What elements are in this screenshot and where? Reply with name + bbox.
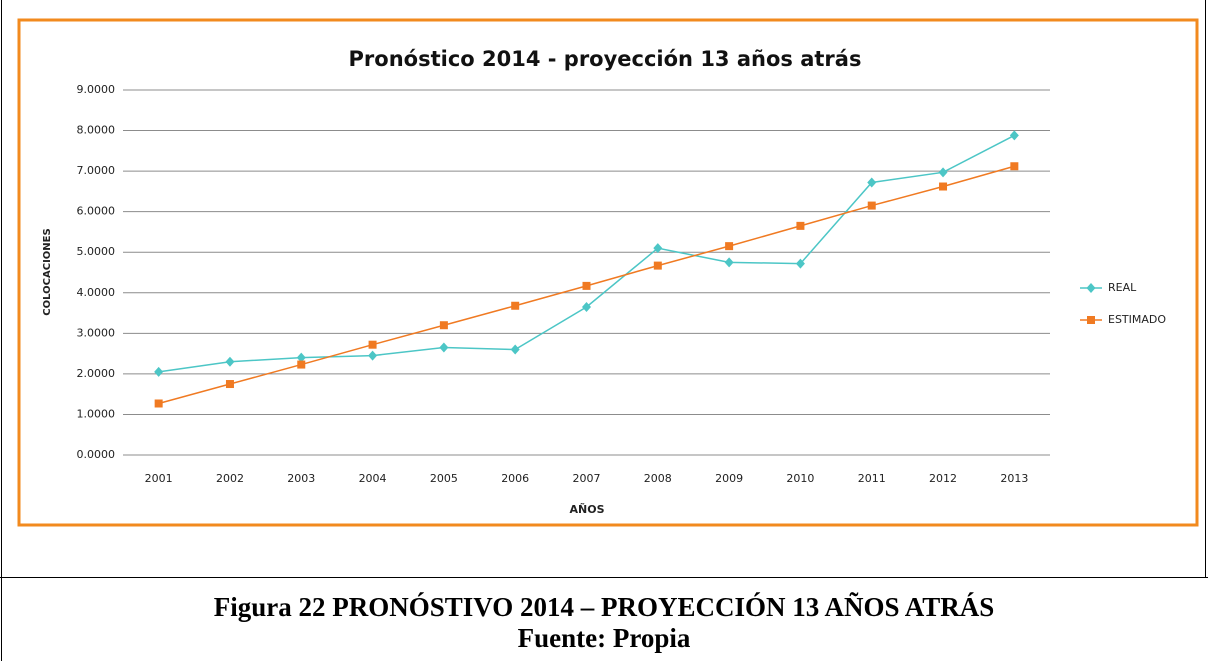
y-axis-label: COLOCACIONES [42,228,53,315]
x-axis-label: AÑOS [570,503,605,516]
point [653,243,663,254]
point [724,257,734,268]
x-tick-label: 2006 [501,472,529,485]
x-tick-label: 2012 [929,472,957,485]
legend-label: REAL [1108,281,1137,294]
x-tick-label: 2010 [786,472,814,485]
x-tick-label: 2001 [145,472,173,485]
legend-marker [1087,316,1095,324]
y-tick-label: 3.0000 [77,326,116,339]
x-tick-label: 2004 [359,472,387,485]
y-tick-label: 4.0000 [77,286,116,299]
x-tick-label: 2007 [573,472,601,485]
x-tick-label: 2005 [430,472,458,485]
y-tick-label: 5.0000 [77,245,116,258]
point [297,360,306,369]
figure-source: Fuente: Propia [518,623,691,653]
chart-border [17,18,1199,527]
point [867,177,877,188]
point [938,167,948,178]
point [154,399,163,408]
y-tick-label: 1.0000 [77,407,116,420]
point [867,201,876,210]
x-tick-label: 2009 [715,472,743,485]
point [795,258,805,269]
point [939,182,948,191]
point [582,281,591,290]
y-tick-label: 8.0000 [77,124,116,137]
y-tick-label: 6.0000 [77,205,116,218]
x-tick-label: 2011 [858,472,886,485]
legend-marker [1086,283,1096,293]
y-tick-label: 7.0000 [77,164,116,177]
x-tick-label: 2003 [287,472,315,485]
point [439,342,449,353]
legend-label: ESTIMADO [1108,313,1166,326]
y-tick-label: 9.0000 [77,83,116,96]
x-tick-label: 2008 [644,472,672,485]
chart-title: Pronóstico 2014 - proyección 13 años atr… [349,47,862,71]
point [368,350,378,361]
point [796,221,805,230]
point [368,340,377,349]
point [1009,130,1019,141]
point [439,321,448,330]
point [653,261,662,270]
y-tick-label: 0.0000 [77,448,116,461]
x-tick-label: 2013 [1000,472,1028,485]
point [511,301,520,310]
point [225,380,234,389]
point [582,301,591,312]
point [154,366,164,377]
point [510,344,520,355]
point [1010,162,1019,171]
point [725,242,734,251]
x-tick-label: 2002 [216,472,244,485]
point [225,356,235,367]
y-tick-label: 2.0000 [77,367,116,380]
point [296,352,306,363]
figure-caption: Figura 22 PRONÓSTIVO 2014 – PROYECCIÓN 1… [214,592,995,622]
